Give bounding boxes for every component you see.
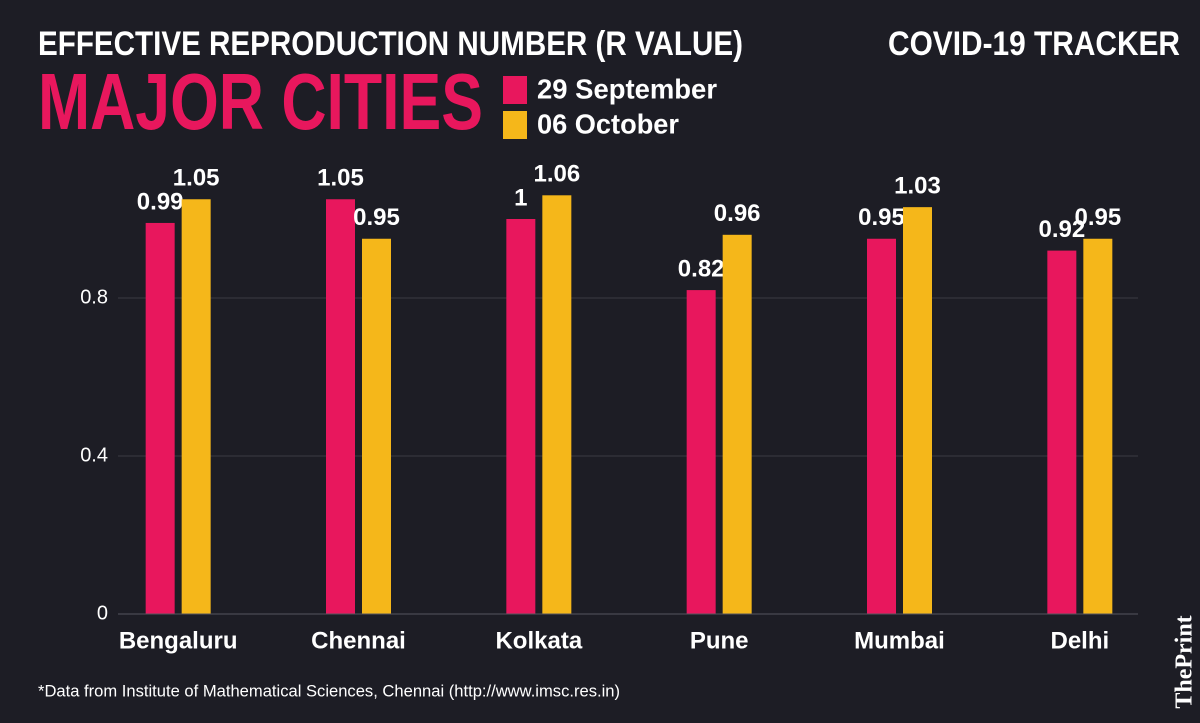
chart-subtitle: MAJOR CITIES — [38, 57, 483, 146]
legend-label: 29 September — [537, 73, 717, 104]
value-label: 0.99 — [137, 188, 184, 215]
value-label: 0.95 — [1074, 204, 1121, 231]
bar — [506, 219, 536, 614]
x-tick-label: Pune — [690, 627, 749, 654]
bar — [145, 222, 175, 614]
value-label: 0.95 — [353, 204, 400, 231]
x-tick-label: Chennai — [311, 627, 406, 654]
bar — [686, 290, 716, 614]
value-label: 1 — [514, 184, 527, 211]
legend-swatch — [503, 111, 527, 139]
x-tick-label: Mumbai — [854, 627, 945, 654]
bar — [362, 238, 391, 614]
value-label: 0.95 — [858, 204, 905, 231]
legend-swatch — [503, 76, 527, 104]
bar — [722, 234, 752, 615]
x-tick-label: Bengaluru — [119, 627, 238, 654]
chart-title: EFFECTIVE REPRODUCTION NUMBER (R VALUE) — [38, 25, 743, 63]
legend-label: 06 October — [537, 108, 679, 139]
footnote: *Data from Institute of Mathematical Sci… — [38, 681, 620, 700]
header: COVID-19 TRACKER — [888, 25, 1180, 63]
bar — [542, 195, 572, 615]
y-tick-label: 0.4 — [80, 444, 108, 466]
bar — [326, 199, 355, 614]
bar — [1083, 238, 1113, 614]
bar — [181, 199, 211, 614]
bar — [867, 238, 896, 614]
value-label: 0.82 — [678, 255, 725, 282]
x-tick-label: Kolkata — [495, 627, 582, 654]
value-label: 1.05 — [173, 165, 220, 192]
value-label: 1.05 — [317, 165, 364, 192]
y-tick-label: 0.8 — [80, 286, 108, 308]
bar — [1047, 250, 1077, 614]
logo: ThePrint — [1172, 615, 1198, 708]
value-label: 0.96 — [714, 200, 761, 227]
value-label: 1.06 — [533, 161, 580, 188]
y-tick-label: 0 — [97, 602, 108, 624]
value-label: 1.03 — [894, 172, 941, 199]
bar — [903, 207, 932, 614]
value-label: 0.92 — [1038, 216, 1085, 243]
x-tick-label: Delhi — [1050, 627, 1109, 654]
